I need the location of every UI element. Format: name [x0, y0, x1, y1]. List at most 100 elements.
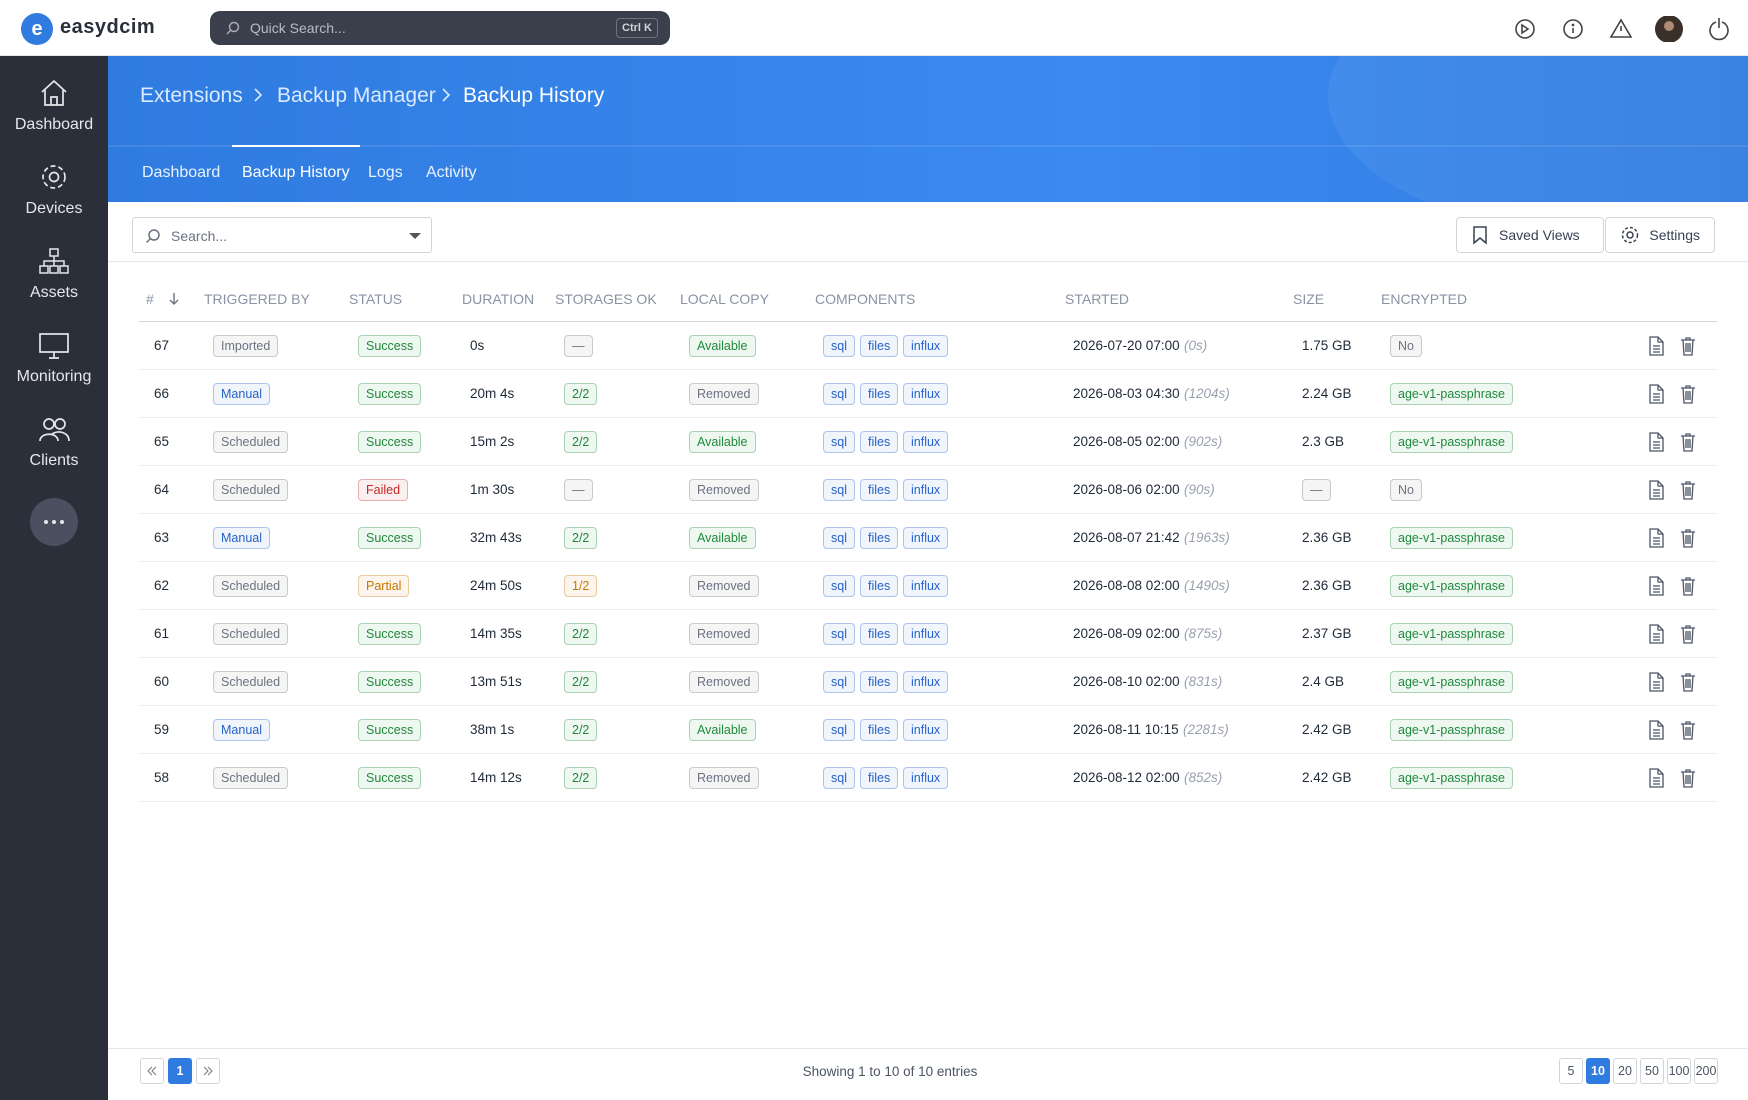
sidebar-label: Monitoring — [16, 368, 92, 385]
component-badge: files — [860, 383, 899, 405]
delete-icon[interactable] — [1679, 528, 1697, 548]
size: 2.42 GB — [1302, 722, 1352, 737]
size: 2.42 GB — [1302, 770, 1352, 785]
page-size-option[interactable]: 10 — [1586, 1058, 1610, 1084]
page-size-option[interactable]: 50 — [1640, 1058, 1664, 1084]
page-size-option[interactable]: 200 — [1694, 1058, 1718, 1084]
local-copy-badge: Available — [689, 527, 756, 549]
view-log-icon[interactable] — [1647, 672, 1665, 692]
sidebar-icon — [39, 333, 69, 359]
breadcrumb-item[interactable]: Extensions — [140, 84, 243, 107]
view-log-icon[interactable] — [1647, 720, 1665, 740]
backup-id: 64 — [154, 482, 170, 497]
sidebar-item[interactable]: Assets — [0, 246, 108, 302]
table-search[interactable]: Search... — [132, 217, 432, 253]
page-button[interactable]: 1 — [168, 1058, 192, 1084]
view-log-icon[interactable] — [1647, 624, 1665, 644]
brand: easydcim — [60, 16, 156, 38]
svg-text:e: e — [31, 18, 42, 40]
bookmark-icon — [1473, 226, 1487, 245]
component-badge: influx — [903, 479, 949, 501]
encryption-badge: age-v1-passphrase — [1390, 431, 1514, 453]
page-size-option[interactable]: 100 — [1667, 1058, 1691, 1084]
local-copy-badge: Available — [689, 719, 756, 741]
storages-badge: 2/2 — [564, 527, 598, 549]
view-log-icon[interactable] — [1647, 432, 1665, 452]
component-badge: influx — [903, 671, 949, 693]
page-size-option[interactable]: 5 — [1559, 1058, 1583, 1084]
storages-badge: 2/2 — [564, 671, 598, 693]
logo-icon: e — [21, 13, 53, 45]
local-copy-badge: Removed — [689, 575, 759, 597]
delete-icon[interactable] — [1679, 624, 1697, 644]
prev-icon — [147, 1066, 157, 1076]
component-badge: sql — [823, 479, 855, 501]
local-copy-badge: Removed — [689, 767, 759, 789]
storages-badge: 2/2 — [564, 431, 598, 453]
component-badge: sql — [823, 431, 855, 453]
view-log-icon[interactable] — [1647, 384, 1665, 404]
component-badge: influx — [903, 431, 949, 453]
delete-icon[interactable] — [1679, 576, 1697, 596]
next-icon — [203, 1066, 213, 1076]
view-log-icon[interactable] — [1647, 768, 1665, 788]
size: 2.24 GB — [1302, 386, 1352, 401]
column-header: SIZE — [1293, 291, 1325, 307]
delete-icon[interactable] — [1679, 432, 1697, 452]
started-duration: (902s) — [1184, 434, 1223, 449]
prev-page[interactable] — [140, 1058, 164, 1084]
delete-icon[interactable] — [1679, 720, 1697, 740]
delete-icon[interactable] — [1679, 384, 1697, 404]
view-log-icon[interactable] — [1647, 576, 1665, 596]
breadcrumb-item[interactable]: Backup Manager — [277, 84, 436, 107]
row-divider — [139, 657, 1717, 658]
started: 2026-08-11 10:15 — [1073, 722, 1179, 737]
tab[interactable]: Logs — [368, 164, 403, 181]
search-icon — [226, 21, 240, 35]
encryption-badge: age-v1-passphrase — [1390, 767, 1514, 789]
size: 2.3 GB — [1302, 434, 1345, 449]
view-log-icon[interactable] — [1647, 528, 1665, 548]
status-badge: Partial — [358, 575, 410, 597]
backup-id: 62 — [154, 578, 170, 593]
delete-icon[interactable] — [1679, 768, 1697, 788]
status-badge: Success — [358, 719, 422, 741]
settings-button[interactable]: Settings — [1605, 217, 1715, 253]
quick-search[interactable]: Quick Search... Ctrl K — [210, 11, 670, 45]
delete-icon[interactable] — [1679, 672, 1697, 692]
footer — [108, 1048, 1748, 1100]
top-bar: e easydcim Quick Search... Ctrl K — [0, 0, 1748, 56]
local-copy-badge: Removed — [689, 383, 759, 405]
backup-id: 60 — [154, 674, 170, 689]
started-duration: (1490s) — [1184, 578, 1230, 593]
delete-icon[interactable] — [1679, 336, 1697, 356]
row-divider — [139, 561, 1717, 562]
page-size-option[interactable]: 20 — [1613, 1058, 1637, 1084]
component-badge: sql — [823, 767, 855, 789]
next-page[interactable] — [196, 1058, 220, 1084]
component-badge: sql — [823, 527, 855, 549]
delete-icon[interactable] — [1679, 480, 1697, 500]
sidebar-item[interactable]: Monitoring — [0, 330, 108, 386]
component-badge: influx — [903, 383, 949, 405]
row-divider — [139, 609, 1717, 610]
view-log-icon[interactable] — [1647, 336, 1665, 356]
local-copy-badge: Removed — [689, 623, 759, 645]
sidebar-icon — [39, 248, 69, 274]
trigger-badge: Imported — [213, 335, 279, 357]
sidebar-icon — [39, 418, 70, 442]
view-log-icon[interactable] — [1647, 480, 1665, 500]
more-button[interactable] — [30, 498, 78, 546]
duration: 0s — [470, 338, 485, 353]
sidebar-item[interactable]: Devices — [0, 162, 108, 218]
tab[interactable]: Dashboard — [142, 164, 221, 181]
duration: 15m 2s — [470, 434, 515, 449]
sidebar-label: Dashboard — [14, 116, 94, 133]
sidebar-item[interactable]: Clients — [0, 414, 108, 470]
shortcut-hint: Ctrl K — [616, 18, 658, 38]
sidebar-item[interactable]: Dashboard — [0, 78, 108, 134]
header-divider — [139, 321, 1717, 322]
tab[interactable]: Backup History — [242, 164, 350, 181]
tab[interactable]: Activity — [426, 164, 477, 181]
saved-views-button[interactable]: Saved Views — [1456, 217, 1604, 253]
